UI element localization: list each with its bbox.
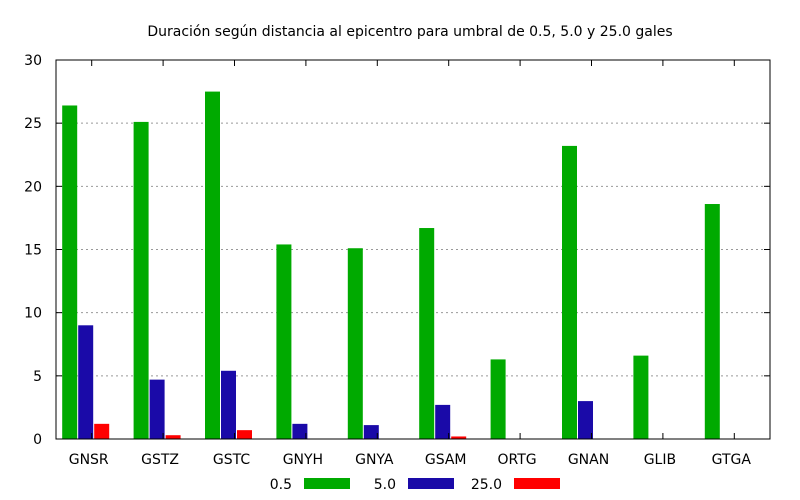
x-tick-label-gstc: GSTC: [213, 452, 250, 468]
bars-layer: [62, 91, 720, 440]
legend-swatch-1: [304, 478, 350, 489]
legend-swatch-3: [514, 478, 560, 489]
x-axis-ticks: GNSR GSTZ GSTC GNYH GNYA GSAM ORTG GNAN GLIB GTGA: [69, 60, 752, 468]
y-tick-label: 25: [24, 116, 42, 132]
bar-gstc-series-1: [205, 91, 220, 439]
x-tick-label-glib: GLIB: [644, 452, 676, 468]
bar-gnsr-series-1: [62, 105, 78, 439]
bar-gsam-series-1: [419, 228, 435, 439]
y-tick-label: 0: [33, 432, 42, 448]
bar-gstc-series-3: [237, 430, 252, 439]
x-tick-label-gnan: GNAN: [568, 452, 609, 468]
chart-title: Duración según distancia al epicentro pa…: [147, 24, 672, 40]
x-tick-label-gnyh: GNYH: [283, 452, 323, 468]
bar-gnsr-series-3: [94, 423, 110, 439]
legend-label-2: 5.0: [374, 477, 396, 493]
bar-gnan-series-1: [562, 145, 577, 439]
bar-glib-series-1: [633, 355, 649, 439]
bar-gnsr-series-2: [78, 325, 94, 439]
bar-gstz-series-3: [165, 435, 181, 439]
bar-gstz-series-1: [133, 121, 149, 440]
grid-layer: [56, 122, 770, 377]
legend: 0.5 5.0 25.0: [270, 477, 560, 493]
bar-gsam-series-3: [451, 436, 467, 439]
x-tick-label-gtga: GTGA: [712, 452, 752, 468]
x-tick-label-gstz: GSTZ: [141, 452, 179, 468]
bar-gtga-series-1: [704, 204, 720, 439]
y-tick-label: 5: [33, 369, 42, 385]
x-tick-label-ortg: ORTG: [498, 452, 537, 468]
x-tick-label-gsam: GSAM: [425, 452, 467, 468]
x-tick-label-gnsr: GNSR: [69, 452, 109, 468]
y-tick-label: 15: [24, 243, 42, 259]
bar-gnya-series-1: [347, 248, 363, 439]
bar-gsam-series-2: [435, 404, 451, 439]
y-tick-label: 30: [24, 53, 42, 69]
bar-gstz-series-2: [149, 379, 165, 439]
bar-gnya-series-2: [363, 425, 379, 439]
bar-gnyh-series-2: [292, 423, 308, 439]
x-tick-label-gnya: GNYA: [355, 452, 394, 468]
legend-swatch-2: [408, 478, 454, 489]
legend-label-3: 25.0: [471, 477, 502, 493]
bar-gnyh-series-1: [276, 244, 292, 439]
y-tick-label: 20: [24, 179, 42, 195]
legend-label-1: 0.5: [270, 477, 292, 493]
y-axis-ticks: 0 5 10 15 20 25 30: [24, 53, 770, 448]
bar-gstc-series-2: [221, 370, 236, 439]
bar-gnan-series-2: [578, 401, 593, 439]
bar-ortg-series-1: [490, 359, 506, 439]
y-tick-label: 10: [24, 306, 42, 322]
